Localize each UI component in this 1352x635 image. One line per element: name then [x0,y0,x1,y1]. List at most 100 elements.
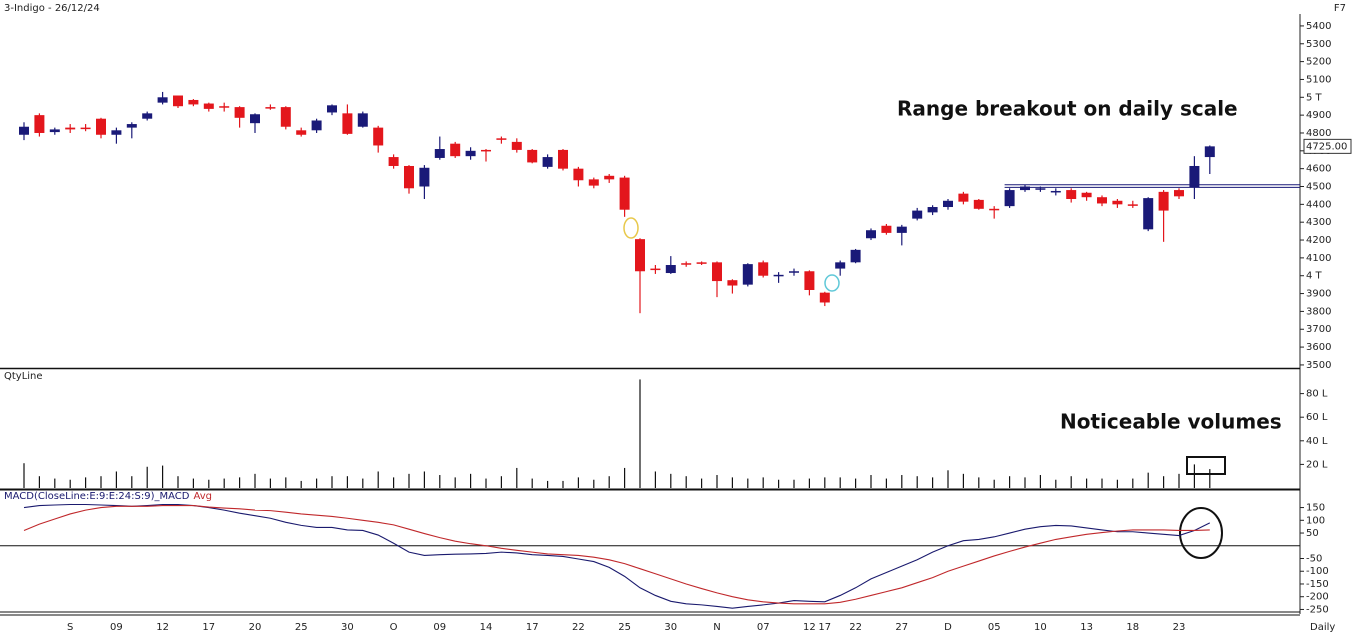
volume-bar [146,466,148,488]
macd-line [23,503,1211,609]
candle-body [1174,190,1184,197]
candle-body [819,292,830,303]
volume-bar [932,477,934,488]
y-tick-label: 4800 [1306,128,1331,139]
candle-body [80,127,91,130]
hotkey: F7 [1334,3,1346,14]
x-tick-label: 25 [618,622,631,633]
candle-body [1189,165,1200,188]
volume-bar [608,476,610,488]
candle-body [542,157,553,167]
volume-bar [654,471,656,488]
candle-body [619,177,630,210]
y-tick-label: 4500 [1306,182,1331,193]
y-tick-label: -50 [1306,554,1322,565]
candle-body [650,268,661,271]
candle-body [958,193,969,202]
y-tick-label: 4 T [1306,271,1323,282]
candle-body [773,274,784,277]
candle-body [1035,188,1046,190]
candle-body [727,280,738,286]
candle-body [742,264,753,285]
volume-bar [778,479,780,488]
y-tick-label: 4900 [1306,110,1331,121]
candle-body [712,262,722,282]
candle-body [1081,192,1092,198]
candle-body [388,157,399,166]
volume-bar [131,476,133,488]
x-tick-label: 13 [1080,622,1093,633]
candle-body [173,95,183,107]
volume-bar [115,471,117,488]
x-tick-label: 22 [572,622,585,633]
volume-bar [1132,478,1134,488]
candle-body [635,239,645,272]
candle-body [1204,146,1215,158]
x-tick-label: 17 [818,622,831,633]
volume-bar [285,477,287,488]
volume-bar [885,478,887,488]
candle-body [496,138,507,140]
y-tick-label: 100 [1306,515,1325,526]
x-tick-label: 20 [249,622,262,633]
y-tick-label: 4600 [1306,164,1331,175]
y-tick-label: 5300 [1306,39,1331,50]
volume-bar [1009,476,1011,488]
volume-bar [701,478,703,488]
y-tick-label: 3500 [1306,360,1331,371]
candle-body [588,179,599,186]
volume-bar [793,479,795,488]
volume-bar [716,475,718,488]
candle-body [1112,200,1123,205]
volume-bar [562,480,564,488]
candle-body [465,150,476,157]
volume-bar [208,479,210,488]
candle-body [835,262,846,269]
volume-bar [962,473,964,488]
volume-bar [808,478,810,488]
candle-body [558,149,568,169]
x-tick-label: 09 [433,622,446,633]
candle-body [280,107,291,127]
x-tick-label: 07 [757,622,770,633]
volume-bar [439,475,441,488]
candle-body [188,99,199,105]
x-tick-label: 23 [1173,622,1186,633]
volume-bar [824,477,826,488]
volume-bar [516,467,518,488]
y-tick-label: 150 [1306,503,1325,514]
volume-bar [639,379,641,488]
candle-body [1020,186,1030,191]
candle-body [804,271,815,290]
legend-entry: MACD(CloseLine:E:9:E:24:S:9)_MACD [4,491,190,502]
volume-bar [1070,476,1072,488]
volume-bar [685,476,687,488]
volume-bar [577,477,579,488]
candle-body [142,113,153,119]
candle-body [111,130,122,135]
x-tick-label: 25 [295,622,308,633]
candle-body [604,175,615,180]
volume-bar [239,477,241,488]
annotation: Range breakout on daily scale [897,97,1238,121]
highlight-box [1186,456,1226,475]
interval: Daily [1310,622,1335,633]
candle-body [96,118,106,135]
x-tick-label: 30 [664,622,677,633]
volume-bar [1209,469,1211,488]
macd-line [23,504,1210,605]
volume-bar [500,476,502,488]
volume-bar [1178,473,1180,488]
candle-body [219,106,230,108]
candle-body [573,168,584,181]
x-tick-label: S [67,622,73,633]
candle-body [49,129,60,133]
volume-bar [747,478,749,488]
candle-body [1097,197,1107,204]
volume-bar [54,478,56,488]
y-tick-label: 5 T [1306,92,1323,103]
y-tick-label: -200 [1306,592,1329,603]
volume-bar [855,478,857,488]
x-tick-label: 09 [110,622,123,633]
